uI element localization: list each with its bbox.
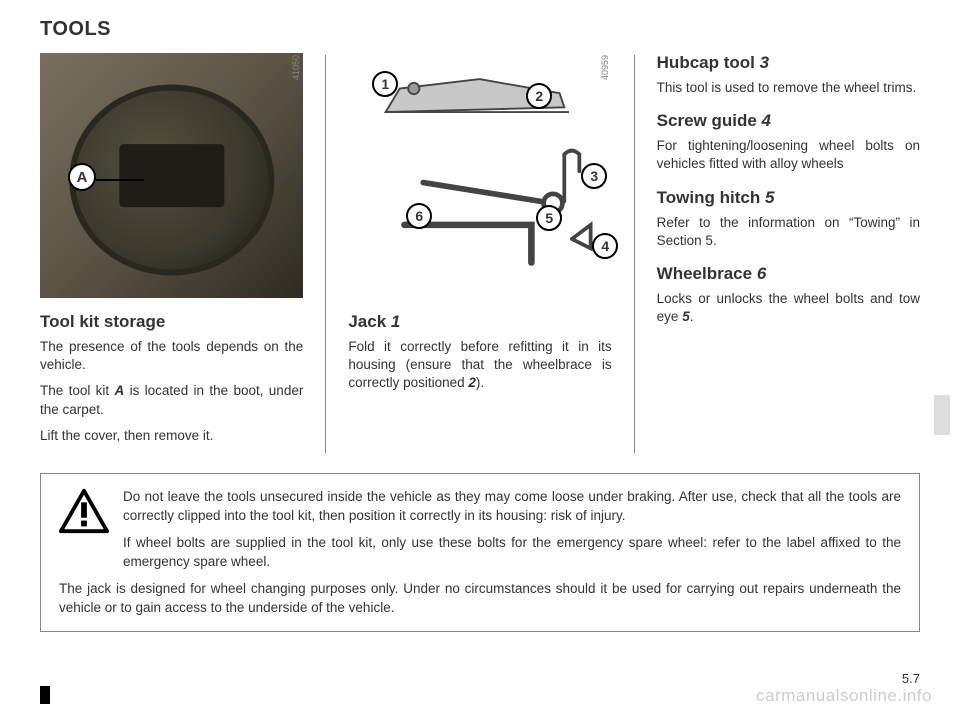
left-heading: Tool kit storage [40, 312, 303, 332]
r-sec1-p: This tool is used to remove the wheel tr… [657, 79, 920, 97]
warn-p3: The jack is designed for wheel changing … [59, 580, 901, 618]
image-code: 41050 [291, 55, 301, 80]
r-sec2-head: Screw guide 4 [657, 111, 920, 131]
column-separator-2 [634, 55, 635, 453]
warn-p1: Do not leave the tools unsecured inside … [123, 488, 901, 526]
manual-page: TOOLS A 41050 Tool kit storage The prese… [0, 0, 960, 710]
r4h-pre: Wheelbrace [657, 264, 757, 283]
r-sec1-head: Hubcap tool 3 [657, 53, 920, 73]
r3h-num: 5 [765, 188, 774, 207]
r1h-num: 3 [760, 53, 769, 72]
r4h-num: 6 [757, 264, 766, 283]
r4p-post: . [690, 309, 694, 324]
warning-row: Do not leave the tools unsecured inside … [59, 488, 901, 580]
callout-4: 4 [592, 233, 618, 259]
r-sec4-head: Wheelbrace 6 [657, 264, 920, 284]
r-sec3-head: Towing hitch 5 [657, 188, 920, 208]
right-column: Hubcap tool 3 This tool is used to remov… [657, 53, 920, 453]
mid-p1-post: ). [476, 375, 484, 390]
left-p2-bold: A [115, 383, 125, 398]
tool-kit-box [119, 144, 224, 208]
toolkit-photo: A 41050 [40, 53, 303, 298]
r4p-pre: Locks or unlocks the wheel bolts and tow… [657, 291, 920, 324]
black-bar-marker [40, 686, 50, 704]
warn-p2: If wheel bolts are supplied in the tool … [123, 534, 901, 572]
r-sec2-p: For tightening/loosening wheel bolts on … [657, 137, 920, 173]
mid-head-pre: Jack [348, 312, 391, 331]
r4p-num: 5 [682, 309, 690, 324]
mid-p1: Fold it correctly before refitting it in… [348, 338, 611, 393]
warning-text: Do not leave the tools unsecured inside … [123, 488, 901, 580]
r2h-pre: Screw guide [657, 111, 762, 130]
column-separator-1 [325, 55, 326, 453]
tools-diagram: 1 2 3 4 5 6 40959 [348, 53, 611, 298]
r3h-pre: Towing hitch [657, 188, 765, 207]
left-p3: Lift the cover, then remove it. [40, 427, 303, 445]
side-tab-marker [934, 395, 950, 435]
warning-icon [59, 488, 109, 534]
watermark: carmanualsonline.info [756, 686, 932, 706]
r1h-pre: Hubcap tool [657, 53, 760, 72]
left-p2-pre: The tool kit [40, 383, 115, 398]
r-sec4-p: Locks or unlocks the wheel bolts and tow… [657, 290, 920, 326]
page-title: TOOLS [40, 18, 920, 41]
columns: A 41050 Tool kit storage The presence of… [40, 53, 920, 453]
mid-head-num: 1 [391, 312, 400, 331]
mid-heading: Jack 1 [348, 312, 611, 332]
left-p2: The tool kit A is located in the boot, u… [40, 382, 303, 418]
left-p1: The presence of the tools depends on the… [40, 338, 303, 374]
mid-p1-num: 2 [468, 375, 476, 390]
left-column: A 41050 Tool kit storage The presence of… [40, 53, 303, 453]
diagram-code: 40959 [600, 55, 610, 80]
warning-box: Do not leave the tools unsecured inside … [40, 473, 920, 632]
r2h-num: 4 [762, 111, 771, 130]
callout-letter-A: A [68, 163, 96, 191]
r-sec3-p: Refer to the information on “Towing” in … [657, 214, 920, 250]
middle-column: 1 2 3 4 5 6 40959 Jack 1 Fold it correct… [348, 53, 611, 453]
page-number: 5.7 [902, 671, 920, 686]
